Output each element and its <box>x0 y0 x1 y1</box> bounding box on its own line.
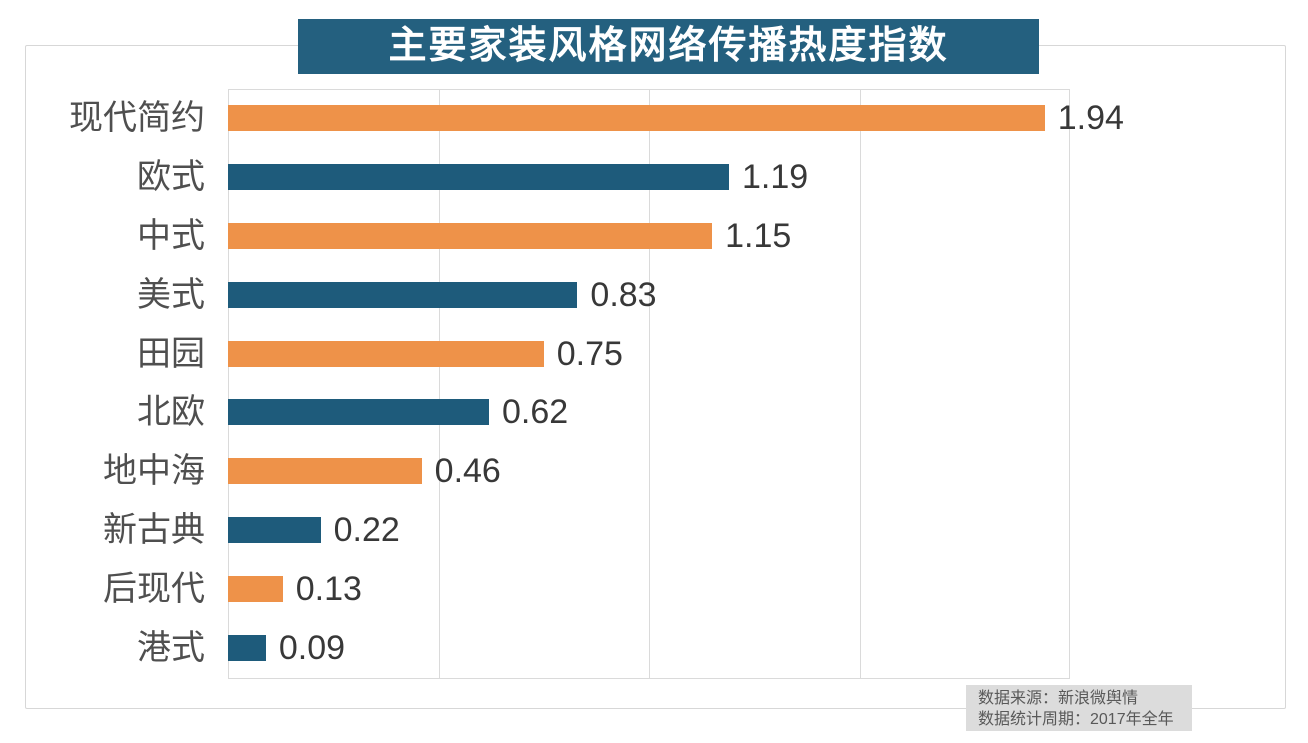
plot-area <box>228 89 1070 679</box>
category-label: 港式 <box>137 628 205 667</box>
value-label: 0.09 <box>278 628 346 667</box>
category-label: 欧式 <box>137 158 205 197</box>
value-label: 0.13 <box>295 569 362 608</box>
bar-row: 田园 0.75 <box>30 324 1285 383</box>
bar <box>228 458 422 485</box>
bar-row: 北欧 0.62 <box>30 383 1285 442</box>
value-label: 0.83 <box>590 275 657 314</box>
bar-track: 0.46 <box>228 442 1285 501</box>
source-note: 数据来源：新浪微舆情 数据统计周期：2017年全年 <box>966 685 1192 731</box>
bar <box>228 399 490 426</box>
value-label: 1.19 <box>741 158 809 197</box>
bar-track: 0.83 <box>228 265 1285 324</box>
category-label: 中式 <box>137 216 205 255</box>
value-label: 1.94 <box>1057 99 1124 138</box>
gridline-0.5 <box>438 90 440 678</box>
bar <box>228 575 283 602</box>
bar-row: 新古典 0.22 <box>30 501 1285 560</box>
period-line: 数据统计周期：2017年全年 <box>978 711 1174 728</box>
bar-row: 现代简约 1.94 <box>30 89 1285 148</box>
source-line: 数据来源：新浪微舆情 <box>978 690 1139 707</box>
bar <box>228 340 544 367</box>
bar-row: 欧式 1.19 <box>30 148 1285 207</box>
bar <box>228 516 321 543</box>
category-label: 现代简约 <box>69 99 205 138</box>
category-label: 后现代 <box>103 569 205 608</box>
category-label: 地中海 <box>103 452 205 491</box>
bar <box>228 105 1045 132</box>
category-label: 北欧 <box>137 393 205 432</box>
bar-track: 0.09 <box>228 618 1285 677</box>
bar <box>228 634 266 661</box>
value-label: 0.22 <box>333 510 400 549</box>
category-label: 新古典 <box>103 510 205 549</box>
value-label: 1.15 <box>725 216 792 255</box>
category-label: 美式 <box>137 275 205 314</box>
bar-row: 美式 0.83 <box>30 265 1285 324</box>
bar <box>228 164 729 191</box>
bar-track: 1.94 <box>228 89 1285 148</box>
gridline-1.5 <box>859 90 861 678</box>
bar-track: 1.19 <box>228 148 1285 207</box>
title-banner: 主要家装风格网络传播热度指数 <box>298 19 1039 74</box>
category-label: 田园 <box>137 334 205 373</box>
bar-row: 后现代 0.13 <box>30 559 1285 618</box>
bar-row: 中式 1.15 <box>30 207 1285 266</box>
bar-track: 0.13 <box>228 559 1285 618</box>
bar <box>228 222 713 249</box>
value-label: 0.46 <box>434 452 501 491</box>
gridline-2 <box>1069 90 1070 678</box>
gridline-0 <box>228 90 229 678</box>
bar-rows: 现代简约 1.94 欧式 1.19 中式 1.15 美式 0.83 田园 0.75 北欧 0.62 地中… <box>30 89 1285 677</box>
bar-track: 1.15 <box>228 207 1285 266</box>
bar-row: 港式 0.09 <box>30 618 1285 677</box>
chart-title: 主要家装风格网络传播热度指数 <box>388 25 949 67</box>
bar-row: 地中海 0.46 <box>30 442 1285 501</box>
bar <box>228 281 578 308</box>
value-label: 0.75 <box>556 334 623 373</box>
bar-track: 0.62 <box>228 383 1285 442</box>
gridline-1 <box>649 90 650 678</box>
value-label: 0.62 <box>502 393 569 432</box>
bar-track: 0.22 <box>228 501 1285 560</box>
bar-track: 0.75 <box>228 324 1285 383</box>
